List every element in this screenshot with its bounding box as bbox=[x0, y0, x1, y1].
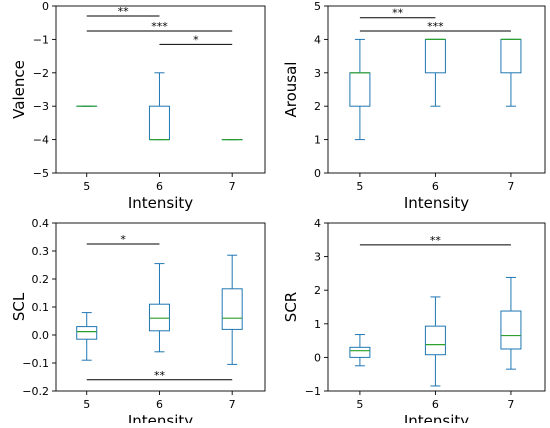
significance-5-7: ** bbox=[360, 234, 511, 247]
iqr-box bbox=[149, 304, 169, 331]
y-tick-label: 1 bbox=[314, 134, 321, 147]
iqr-box bbox=[425, 39, 445, 72]
y-tick-label: −0.2 bbox=[22, 385, 49, 398]
box-6 bbox=[425, 297, 445, 386]
significance-label: ** bbox=[430, 234, 442, 247]
x-tick-label: 7 bbox=[229, 398, 236, 411]
y-axis-title: Arousal bbox=[282, 62, 300, 118]
x-tick-label: 5 bbox=[356, 180, 363, 193]
box-5 bbox=[77, 313, 97, 361]
x-tick-label: 6 bbox=[432, 180, 439, 193]
y-tick-label: −3 bbox=[33, 100, 49, 113]
significance-label: ** bbox=[154, 369, 166, 382]
significance-5-6: ** bbox=[360, 7, 436, 20]
iqr-box bbox=[425, 326, 445, 355]
x-tick-label: 6 bbox=[156, 398, 163, 411]
iqr-box bbox=[501, 311, 521, 349]
plot-frame bbox=[56, 223, 265, 391]
y-tick-label: −5 bbox=[33, 167, 49, 180]
significance-5-7: *** bbox=[87, 20, 232, 33]
box-5 bbox=[350, 335, 370, 366]
y-tick-label: 0.2 bbox=[32, 273, 50, 286]
y-tick-label: −2 bbox=[33, 67, 49, 80]
y-tick-label: 1 bbox=[314, 318, 321, 331]
x-axis-title: Intensity bbox=[128, 412, 193, 423]
significance-label: * bbox=[193, 33, 199, 46]
panel-scr: −1 0 1 2 3 4 5 6 7 Intensity SCR ** bbox=[282, 217, 545, 423]
significance-6-7: * bbox=[159, 33, 232, 46]
y-tick-label: 4 bbox=[314, 217, 321, 230]
significance-label: ** bbox=[118, 5, 130, 18]
y-tick-label: 5 bbox=[314, 0, 321, 13]
y-tick-label: −0.1 bbox=[22, 357, 49, 370]
x-tick-label: 5 bbox=[83, 180, 90, 193]
x-tick-label: 7 bbox=[507, 398, 514, 411]
x-tick-label: 5 bbox=[83, 398, 90, 411]
significance-5-6: ** bbox=[87, 5, 160, 18]
iqr-box bbox=[77, 327, 97, 340]
x-axis-title: Intensity bbox=[404, 412, 469, 423]
significance-5-6: * bbox=[87, 233, 160, 246]
significance-label: *** bbox=[427, 20, 444, 33]
y-tick-label: 0.1 bbox=[32, 301, 50, 314]
box-6 bbox=[425, 39, 445, 106]
y-tick-label: −1 bbox=[305, 385, 321, 398]
x-axis-title: Intensity bbox=[128, 194, 193, 212]
y-tick-label: 0 bbox=[314, 351, 321, 364]
box-7 bbox=[501, 277, 521, 369]
y-tick-label: 0.4 bbox=[32, 217, 50, 230]
iqr-box bbox=[350, 73, 370, 106]
x-tick-label: 6 bbox=[432, 398, 439, 411]
y-tick-label: 0.0 bbox=[32, 329, 50, 342]
y-axis-title: SCR bbox=[282, 292, 300, 322]
significance-5-7: ** bbox=[87, 369, 232, 382]
y-axis-title: Valence bbox=[10, 60, 28, 119]
iqr-box bbox=[501, 39, 521, 72]
y-tick-label: 2 bbox=[314, 100, 321, 113]
y-tick-label: 4 bbox=[314, 33, 321, 46]
significance-5-7: *** bbox=[360, 20, 511, 33]
x-tick-label: 7 bbox=[507, 180, 514, 193]
x-tick-label: 7 bbox=[229, 180, 236, 193]
y-axis-title: SCL bbox=[10, 292, 28, 321]
box-7 bbox=[501, 39, 521, 106]
iqr-box bbox=[222, 289, 242, 330]
iqr-box bbox=[149, 106, 169, 139]
box-7 bbox=[222, 255, 242, 364]
y-tick-label: 3 bbox=[314, 251, 321, 264]
y-tick-label: −4 bbox=[33, 134, 49, 147]
significance-label: *** bbox=[151, 20, 168, 33]
x-tick-label: 5 bbox=[356, 398, 363, 411]
y-tick-label: 0 bbox=[314, 167, 321, 180]
y-tick-label: 0 bbox=[42, 0, 49, 13]
box-5 bbox=[350, 39, 370, 139]
box-6 bbox=[149, 73, 169, 140]
significance-label: * bbox=[120, 233, 126, 246]
box-6 bbox=[149, 264, 169, 352]
y-tick-label: −1 bbox=[33, 33, 49, 46]
significance-label: ** bbox=[392, 7, 404, 20]
y-tick-label: 3 bbox=[314, 67, 321, 80]
iqr-box bbox=[350, 347, 370, 357]
x-tick-label: 6 bbox=[156, 180, 163, 193]
y-tick-label: 2 bbox=[314, 284, 321, 297]
x-axis-title: Intensity bbox=[404, 194, 469, 212]
y-tick-label: 0.3 bbox=[32, 245, 50, 258]
